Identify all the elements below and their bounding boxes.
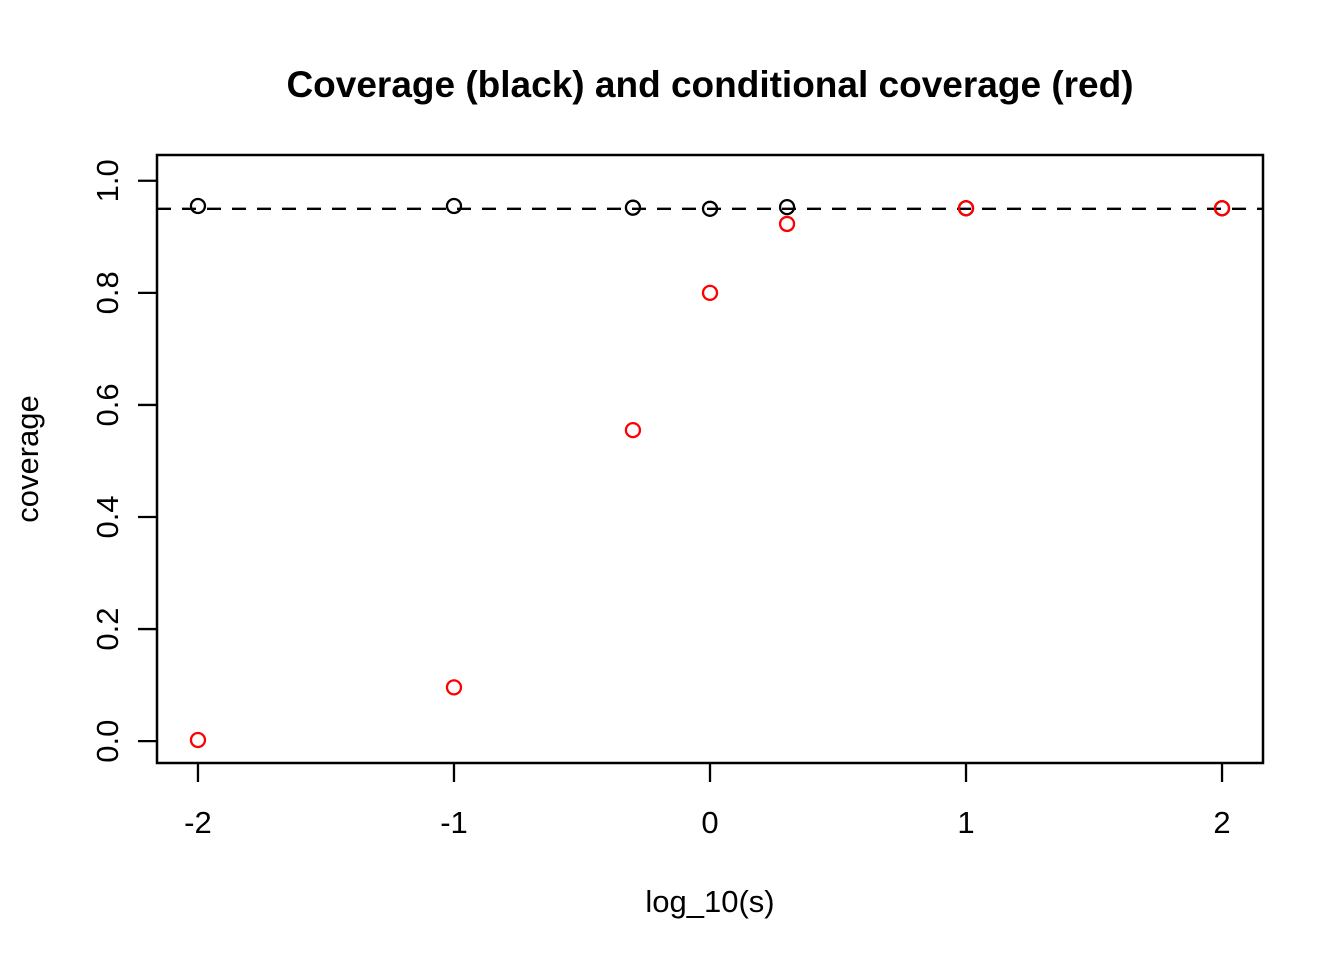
point-conditional-coverage xyxy=(189,731,207,749)
x-tick-label: -1 xyxy=(440,805,468,840)
x-tick-label: -2 xyxy=(184,805,212,840)
y-tick-label: 0.0 xyxy=(90,720,125,763)
y-axis-label: coverage xyxy=(10,395,45,523)
y-axis-ticks: 0.0 0.2 0.4 0.6 0.8 1.0 xyxy=(90,159,157,763)
point-conditional-coverage xyxy=(701,284,719,302)
y-tick-label: 0.4 xyxy=(90,495,125,538)
plot-border xyxy=(155,153,1265,765)
x-tick-label: 0 xyxy=(701,805,718,840)
point-coverage xyxy=(624,199,642,216)
point-conditional-coverage xyxy=(778,215,796,233)
chart-title: Coverage (black) and conditional coverag… xyxy=(286,64,1133,105)
y-tick-label: 0.6 xyxy=(90,383,125,426)
x-axis-label: log_10(s) xyxy=(645,884,774,919)
point-conditional-coverage xyxy=(445,679,463,696)
x-tick-label: 2 xyxy=(1213,805,1230,840)
point-conditional-coverage xyxy=(1213,200,1231,217)
data-points-group xyxy=(189,197,1231,749)
y-tick-label: 0.8 xyxy=(90,271,125,314)
point-conditional-coverage xyxy=(624,421,642,439)
x-axis-ticks: -2 -1 0 1 2 xyxy=(184,763,1231,840)
point-coverage xyxy=(778,198,796,216)
point-conditional-coverage xyxy=(957,200,975,217)
y-tick-label: 1.0 xyxy=(90,159,125,202)
point-coverage xyxy=(701,200,719,217)
point-coverage xyxy=(445,197,463,215)
x-tick-label: 1 xyxy=(957,805,974,840)
y-tick-label: 0.2 xyxy=(90,608,125,651)
point-coverage xyxy=(189,197,207,215)
